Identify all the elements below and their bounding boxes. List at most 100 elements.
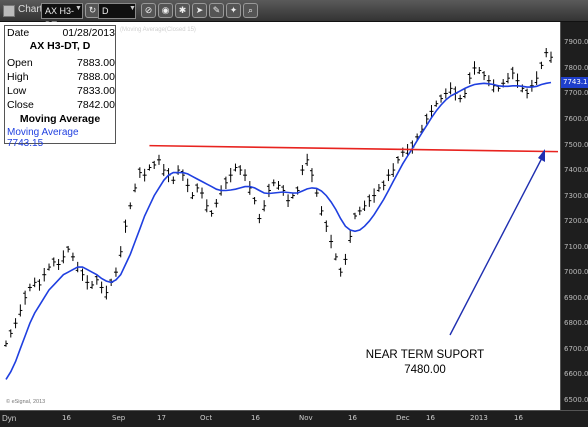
y-tick-label: 7700.00: [564, 89, 588, 98]
price-bar: [314, 189, 319, 197]
y-tick-label: 6700.00: [564, 344, 588, 353]
price-bar: [51, 257, 56, 267]
price-bar: [424, 113, 429, 125]
price-bar: [467, 72, 472, 84]
annotation-text: NEAR TERM SUPORT: [365, 349, 485, 361]
price-bar: [238, 165, 243, 175]
price-bar: [209, 210, 214, 217]
price-bar: [180, 169, 185, 181]
x-tick-label: 2013: [470, 414, 488, 422]
price-bar: [47, 263, 52, 271]
search-icon[interactable]: ⌕: [243, 3, 258, 18]
info-low-row: Low 7833.00: [7, 85, 115, 98]
price-bar: [434, 100, 439, 107]
symbol-dropdown-icon[interactable]: ▼: [75, 5, 82, 12]
price-bar: [439, 94, 444, 103]
y-tick-label: 6500.00: [564, 395, 588, 404]
price-bar: [204, 199, 209, 213]
draw-icon[interactable]: ✎: [209, 3, 224, 18]
price-bar: [252, 197, 257, 205]
data-window: Date 01/28/2013 AX H3-DT, D Open 7883.00…: [4, 25, 116, 149]
price-bar: [247, 181, 252, 195]
toolbar: Chart AX H3-DT ▼ ↻ D ▼ ⊘ ◉ ✱ ➤ ✎ ✦ ⌕: [0, 0, 588, 30]
price-bar: [529, 79, 534, 92]
price-bar: [8, 329, 13, 338]
info-close-value: 7842.00: [77, 99, 115, 111]
link-icon[interactable]: ⊘: [141, 3, 156, 18]
price-bar: [161, 164, 166, 177]
copyright-text: © eSignal, 2013: [6, 399, 46, 405]
price-bar: [61, 250, 66, 264]
price-bar: [309, 168, 314, 183]
price-bar: [133, 183, 138, 193]
price-bar: [99, 281, 104, 294]
price-bar: [324, 220, 329, 232]
pin-icon[interactable]: ✦: [226, 3, 241, 18]
camera-icon[interactable]: ◉: [158, 3, 173, 18]
price-bar: [4, 340, 8, 347]
x-tick-label: Nov: [299, 414, 313, 422]
price-bar: [391, 163, 396, 177]
info-high-value: 7888.00: [77, 71, 115, 83]
price-bar: [539, 61, 544, 70]
info-low-label: Low: [7, 85, 27, 97]
price-bar: [104, 285, 109, 300]
interval-dropdown-icon[interactable]: ▼: [129, 5, 136, 12]
price-chart[interactable]: [0, 22, 560, 410]
price-bar: [113, 267, 118, 277]
x-tick-label: 17: [157, 414, 166, 422]
info-symbol: AX H3-DT, D: [29, 40, 91, 52]
price-bar: [85, 275, 90, 290]
price-bar: [357, 206, 362, 216]
refresh-icon[interactable]: ↻: [85, 3, 100, 18]
price-bar: [491, 79, 496, 93]
y-tick-label: 7600.00: [564, 115, 588, 123]
y-tick-label: 7100.00: [564, 242, 588, 251]
info-open-label: Open: [7, 57, 33, 69]
price-bar: [510, 66, 515, 80]
price-bar: [462, 88, 467, 99]
price-bar: [142, 168, 147, 182]
y-tick-label: 6600.00: [564, 370, 588, 379]
price-bar: [338, 267, 343, 277]
window-title: Chart: [18, 4, 43, 15]
price-bar: [477, 66, 482, 75]
price-bar: [147, 164, 152, 171]
moving-average-line: [5, 81, 552, 380]
price-bar: [37, 279, 42, 291]
cursor-icon[interactable]: ➤: [192, 3, 207, 18]
price-bar: [137, 167, 142, 178]
price-bar: [80, 268, 85, 281]
price-bar: [171, 176, 176, 185]
info-date-row: Date 01/28/2013: [7, 27, 115, 40]
price-bar: [333, 253, 338, 261]
interval-input[interactable]: D: [98, 3, 136, 19]
info-close-label: Close: [7, 99, 34, 111]
y-tick-label: 7200.00: [564, 217, 588, 226]
price-bar: [448, 82, 453, 95]
y-tick-label: 7300.00: [564, 191, 588, 200]
info-ma-row: Moving Average 7743.15: [7, 127, 115, 149]
arrow-line: [449, 155, 544, 336]
y-tick-label: 7400.00: [564, 166, 588, 175]
y-tick-label: 7900.00: [564, 38, 588, 47]
price-bar: [228, 167, 233, 183]
price-bar: [214, 199, 219, 208]
info-date-label: Date: [7, 27, 30, 39]
price-bar: [376, 183, 381, 192]
dyn-label[interactable]: Dyn: [2, 414, 17, 423]
y-tick-label: 7800.00: [564, 63, 588, 72]
price-bar: [262, 200, 267, 212]
x-tick-label: 16: [251, 414, 260, 422]
gear-icon[interactable]: ✱: [175, 3, 190, 18]
info-low-value: 7833.00: [77, 85, 115, 97]
price-bar: [32, 277, 37, 288]
price-bar: [185, 178, 190, 193]
x-tick-label: Sep: [112, 414, 126, 422]
price-bar: [66, 245, 71, 253]
x-tick-label: Oct: [200, 414, 213, 422]
time-axis[interactable]: Dyn 16 Sep 17 Oct 16 Nov 16 Dec 16 2013 16: [0, 410, 588, 427]
price-bar: [372, 188, 377, 203]
price-bar: [257, 213, 262, 224]
